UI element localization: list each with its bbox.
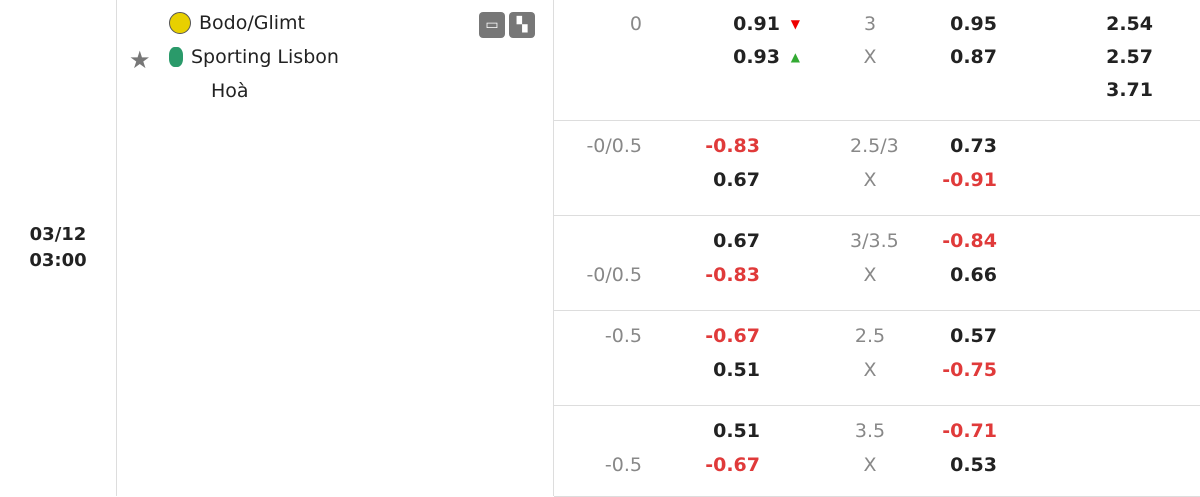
- lineup-icon[interactable]: ▚: [509, 12, 535, 38]
- total-odds[interactable]: -0.75: [942, 359, 997, 381]
- handicap-odds[interactable]: 0.67: [713, 169, 760, 191]
- handicap-odds[interactable]: -0.67: [705, 325, 760, 347]
- teams-cell: Bodo/Glimt ★ Sporting Lisbon Hoà ▭ ▚: [117, 0, 554, 496]
- draw-label: Hoà: [211, 80, 249, 102]
- handicap-odds[interactable]: 0.51: [713, 359, 760, 381]
- total-line: X: [863, 169, 877, 191]
- total-line: 2.5/3: [850, 135, 899, 157]
- handicap-odds[interactable]: -0.83: [705, 264, 760, 286]
- total-line: X: [863, 359, 877, 381]
- odds-row: 0.67 3/3.5 -0.84 -0/0.5 -0.83 X 0.66: [554, 216, 1200, 311]
- total-line: 2.5: [854, 325, 886, 347]
- total-line: 3/3.5: [850, 230, 899, 252]
- handicap-odds[interactable]: 0.93: [733, 46, 780, 68]
- handicap-odds[interactable]: 0.91: [733, 13, 780, 35]
- handicap-odds[interactable]: 0.51: [713, 420, 760, 442]
- 1x2-odds[interactable]: 2.54: [1106, 13, 1153, 35]
- total-odds[interactable]: -0.71: [942, 420, 997, 442]
- total-line: X: [863, 46, 877, 68]
- away-team[interactable]: Sporting Lisbon: [169, 46, 339, 68]
- match-date: 03/12: [29, 224, 87, 245]
- home-team[interactable]: Bodo/Glimt: [169, 12, 305, 34]
- total-odds[interactable]: -0.84: [942, 230, 997, 252]
- handicap-line: -0/0.5: [586, 135, 642, 157]
- odds-row: 0.51 3.5 -0.71 -0.5 -0.67 X 0.53: [554, 406, 1200, 497]
- total-odds[interactable]: 0.95: [950, 13, 997, 35]
- tv-icon[interactable]: ▭: [479, 12, 505, 38]
- total-odds[interactable]: 0.53: [950, 454, 997, 476]
- total-line: X: [863, 264, 877, 286]
- odds-row: -0.5 -0.67 2.5 0.57 0.51 X -0.75: [554, 311, 1200, 406]
- handicap-odds[interactable]: -0.83: [705, 135, 760, 157]
- total-line: 3: [863, 13, 877, 35]
- handicap-line: -0/0.5: [586, 264, 642, 286]
- away-team-name: Sporting Lisbon: [191, 46, 339, 68]
- match-time: 03:00: [29, 250, 87, 271]
- total-odds[interactable]: 0.73: [950, 135, 997, 157]
- arrow-down-icon: ▼: [790, 17, 800, 31]
- home-team-name: Bodo/Glimt: [199, 12, 305, 34]
- handicap-line: -0.5: [604, 454, 642, 476]
- match-datetime: 03/12 03:00: [0, 0, 117, 496]
- odds-row: 0 0.91 ▼ 3 0.95 0.93 ▲ X 0.87 2.54 2.57 3.71: [554, 0, 1200, 121]
- handicap-line: 0: [629, 13, 642, 35]
- total-odds[interactable]: 0.87: [950, 46, 997, 68]
- arrow-up-icon: ▲: [790, 50, 800, 64]
- home-team-logo-icon: [169, 12, 191, 34]
- handicap-odds[interactable]: -0.67: [705, 454, 760, 476]
- star-icon[interactable]: ★: [129, 46, 151, 74]
- total-odds[interactable]: 0.66: [950, 264, 997, 286]
- total-line: X: [863, 454, 877, 476]
- away-team-logo-icon: [169, 47, 183, 67]
- total-line: 3.5: [854, 420, 886, 442]
- odds-table: 0 0.91 ▼ 3 0.95 0.93 ▲ X 0.87 2.54 2.57 3.71 -0/0.5-…: [554, 0, 1200, 497]
- 1x2-odds[interactable]: 3.71: [1106, 79, 1153, 101]
- 1x2-odds[interactable]: 2.57: [1106, 46, 1153, 68]
- handicap-odds[interactable]: 0.67: [713, 230, 760, 252]
- total-odds[interactable]: 0.57: [950, 325, 997, 347]
- odds-row: -0/0.5 -0.83 2.5/3 0.73 0.67 X -0.91: [554, 121, 1200, 216]
- handicap-line: -0.5: [604, 325, 642, 347]
- total-odds[interactable]: -0.91: [942, 169, 997, 191]
